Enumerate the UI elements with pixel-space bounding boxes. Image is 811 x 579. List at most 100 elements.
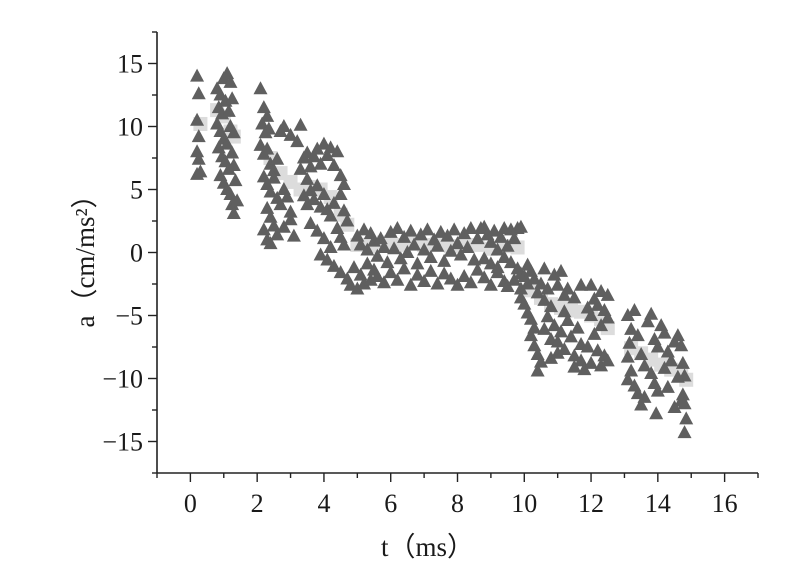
data-point <box>443 271 458 285</box>
data-point <box>190 144 205 158</box>
data-point <box>513 219 528 233</box>
data-point <box>594 358 609 372</box>
data-point <box>622 335 637 349</box>
data-point <box>326 195 341 209</box>
data-point <box>564 329 579 343</box>
data-point <box>537 321 552 335</box>
data-point <box>664 353 679 367</box>
data-point <box>293 117 308 131</box>
data-point <box>644 306 659 320</box>
data-point <box>503 255 518 269</box>
data-point <box>457 268 472 282</box>
data-point <box>483 277 498 291</box>
data-point <box>674 338 689 352</box>
data-point <box>467 252 482 266</box>
data-point <box>266 170 281 184</box>
data-point <box>256 222 271 236</box>
y-tick-label: −15 <box>102 428 143 457</box>
data-point <box>230 193 245 207</box>
data-point <box>263 236 278 250</box>
data-point <box>670 369 685 383</box>
data-point <box>370 268 385 282</box>
data-point <box>228 173 243 187</box>
data-point <box>437 266 452 280</box>
data-point <box>403 223 418 237</box>
x-tick-label: 6 <box>384 489 397 518</box>
data-point <box>470 231 485 245</box>
data-point <box>340 213 355 227</box>
data-point <box>620 349 635 363</box>
x-tick-label: 16 <box>712 489 738 518</box>
data-point <box>420 222 435 236</box>
data-point <box>540 309 555 323</box>
data-point <box>453 247 468 261</box>
data-point <box>567 290 582 304</box>
data-point <box>360 242 375 256</box>
data-point <box>383 224 398 238</box>
data-point <box>584 308 599 321</box>
data-point <box>223 74 238 88</box>
data-point <box>679 411 694 425</box>
data-point <box>527 271 542 285</box>
x-tick-label: 10 <box>511 489 537 518</box>
data-point <box>587 326 602 340</box>
data-point <box>191 151 206 165</box>
data-point <box>280 189 295 203</box>
data-point <box>390 221 405 235</box>
data-point <box>513 281 528 295</box>
data-point <box>326 258 341 272</box>
data-point <box>313 156 328 170</box>
data-point <box>256 100 271 114</box>
data-point <box>594 318 609 332</box>
data-point <box>660 379 675 393</box>
data-point <box>260 141 275 155</box>
data-point <box>580 339 595 353</box>
data-point <box>220 136 235 150</box>
data-point <box>320 147 335 161</box>
data-point <box>336 203 351 217</box>
data-point <box>226 158 241 172</box>
data-point <box>537 261 552 275</box>
data-point <box>323 239 338 253</box>
data-point <box>500 238 515 252</box>
data-point <box>300 197 315 211</box>
x-axis-label: t（ms） <box>381 532 474 562</box>
data-point <box>649 406 664 420</box>
data-point <box>637 358 652 372</box>
data-point <box>644 365 659 379</box>
data-point <box>540 281 555 295</box>
data-point <box>226 125 241 139</box>
y-tick-label: 15 <box>117 50 143 79</box>
data-point <box>266 163 281 177</box>
data-point <box>460 239 475 253</box>
data-point <box>383 265 398 279</box>
data-point <box>650 339 665 353</box>
data-point <box>463 221 478 235</box>
data-point <box>377 275 392 289</box>
data-markers <box>190 66 694 439</box>
data-point <box>303 216 318 230</box>
x-tick-label: 4 <box>317 489 330 518</box>
data-point <box>530 363 545 377</box>
data-point <box>547 318 562 332</box>
data-point <box>620 308 635 321</box>
data-point <box>584 277 599 291</box>
data-point <box>557 342 572 356</box>
data-point <box>554 263 569 277</box>
data-point <box>293 161 308 175</box>
data-point <box>554 324 569 338</box>
data-point <box>316 187 331 201</box>
data-point <box>363 272 378 286</box>
data-point <box>333 187 348 201</box>
data-point <box>624 363 639 377</box>
data-point <box>191 86 206 100</box>
data-point <box>333 265 348 279</box>
data-point <box>537 292 552 306</box>
data-point <box>190 68 205 82</box>
data-point <box>490 260 505 274</box>
data-point <box>560 313 575 327</box>
data-point <box>430 276 445 290</box>
data-point <box>470 262 485 276</box>
data-point <box>567 348 582 362</box>
data-point <box>313 247 328 261</box>
